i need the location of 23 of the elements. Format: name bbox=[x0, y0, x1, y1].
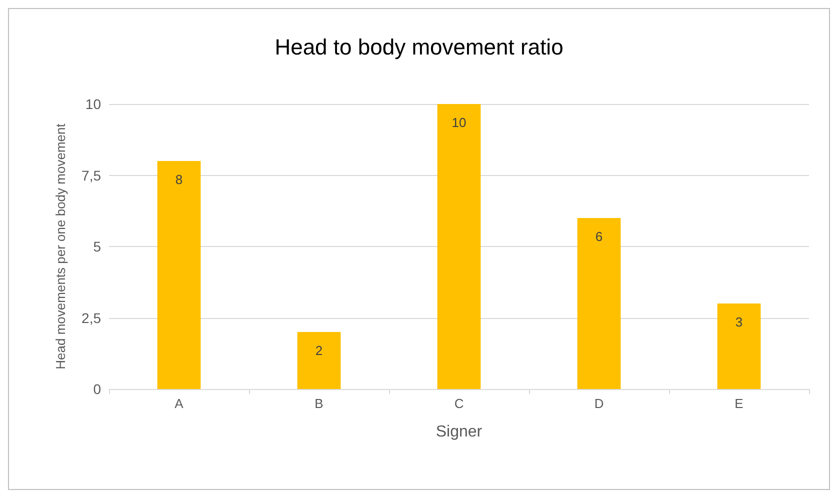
data-label: 10 bbox=[452, 115, 466, 130]
x-tick-label: E bbox=[734, 396, 744, 411]
y-tick-label: 10 bbox=[85, 96, 102, 112]
y-tick-label: 0 bbox=[93, 381, 102, 397]
bar bbox=[577, 218, 621, 389]
x-tick-label: A bbox=[174, 396, 184, 411]
chart-title: Head to body movement ratio bbox=[274, 34, 564, 60]
x-tick-label: D bbox=[594, 396, 604, 411]
y-axis-title: Head movements per one body movement bbox=[53, 123, 68, 370]
data-label: 6 bbox=[595, 229, 603, 244]
bar bbox=[297, 332, 341, 389]
y-tick-label: 7,5 bbox=[82, 167, 102, 184]
y-tick-label: 2,5 bbox=[82, 310, 102, 326]
data-label: 8 bbox=[175, 172, 183, 187]
data-label: 3 bbox=[735, 314, 743, 330]
bar bbox=[437, 104, 481, 389]
y-tick-label: 5 bbox=[93, 238, 102, 254]
data-label: 2 bbox=[315, 343, 323, 358]
x-tick-label: B bbox=[314, 396, 324, 411]
bar bbox=[157, 161, 201, 389]
x-tick-label: C bbox=[454, 396, 464, 411]
x-axis-title: Signer bbox=[436, 424, 483, 440]
bar bbox=[717, 304, 761, 389]
